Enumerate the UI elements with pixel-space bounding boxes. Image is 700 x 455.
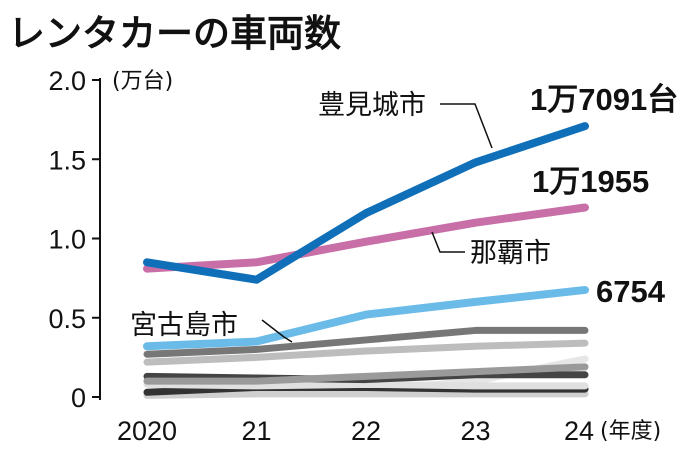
leader-line: [440, 103, 493, 149]
series-line-6: [143, 339, 589, 366]
series-name-label: 宮古島市: [130, 310, 238, 341]
y-unit: (万台): [112, 69, 173, 94]
end-value-label: 6754: [596, 274, 666, 309]
y-tick-label: 2.0: [48, 66, 86, 96]
x-unit: (年度): [600, 419, 661, 444]
leader-line: [261, 319, 293, 343]
y-tick-label: 0: [71, 383, 86, 413]
series-line-3: [143, 380, 589, 390]
x-tick-label: 23: [460, 416, 490, 446]
series-name-label: 豊見城市: [318, 90, 426, 121]
y-tick-label: 1.5: [48, 145, 86, 175]
series-name-label: 那覇市: [470, 238, 551, 269]
series-line-1: [143, 390, 589, 399]
series-line-7: [143, 326, 589, 358]
y-tick-label: 1.0: [48, 225, 86, 255]
leader-line: [431, 231, 465, 253]
series-line-9: [143, 203, 589, 273]
series-line-5: [143, 363, 589, 385]
x-tick-label: 21: [241, 416, 271, 446]
y-tick-label: 0.5: [48, 304, 86, 334]
x-tick-label: 24: [564, 416, 594, 446]
end-value-label: 1万1955: [532, 164, 649, 199]
series-line-8: [143, 285, 589, 351]
chart-title: レンタカーの車両数: [8, 12, 341, 55]
x-tick-label: 2020: [117, 416, 177, 446]
series-line-10: [143, 122, 589, 284]
end-value-label: 1万7091台: [530, 82, 678, 117]
x-tick-label: 22: [351, 416, 381, 446]
